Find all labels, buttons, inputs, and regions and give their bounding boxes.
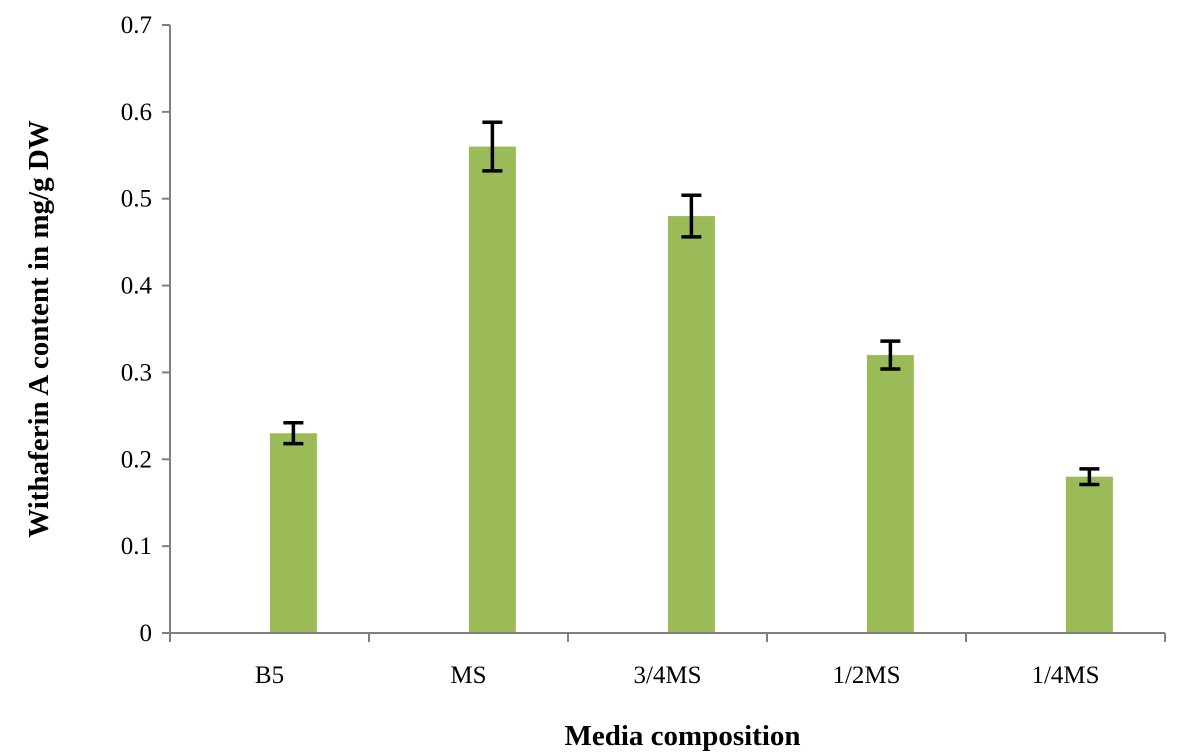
bar-MS [468,146,516,633]
y-axis-ticks: 0 0.1 0.2 0.3 0.4 0.5 0.6 0.7 [121,12,170,647]
bar-1/2MS [866,355,914,633]
x-tick-label: MS [450,662,486,689]
y-tick-label: 0.2 [121,446,152,473]
x-axis-ticks: B5 MS 3/4MS 1/2MS 1/4MS [169,633,1166,689]
y-tick-label: 0 [140,620,153,647]
x-tick-label: 3/4MS [633,662,701,689]
bar-1/4MS [1065,476,1113,633]
y-tick-label: 0.1 [121,533,152,560]
bar-B5 [269,433,317,633]
x-axis-title: Media composition [564,720,800,752]
y-tick-label: 0.4 [121,273,153,300]
y-tick-label: 0.7 [121,12,152,39]
y-axis-title: Withaferin A content in mg/g DW [23,120,55,538]
y-tick-label: 0.5 [121,186,152,213]
bar-3/4MS [667,216,715,634]
error-bars [283,120,1100,487]
error-bar-B5 [283,421,304,446]
y-tick-label: 0.6 [121,99,152,126]
error-bar-3/4MS [681,193,702,239]
x-tick-label: B5 [255,662,284,689]
x-tick-label: 1/4MS [1031,662,1099,689]
y-tick-label: 0.3 [121,359,152,386]
error-bar-1/4MS [1079,467,1100,487]
error-bar-1/2MS [880,339,901,371]
bars [269,146,1113,634]
x-tick-label: 1/2MS [832,662,900,689]
error-bar-MS [482,120,503,173]
